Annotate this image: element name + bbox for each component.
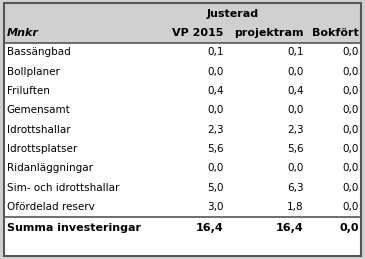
Text: 0,0: 0,0 [342,47,359,57]
Text: 0,4: 0,4 [207,86,223,96]
Text: 0,1: 0,1 [287,47,304,57]
Text: projektram: projektram [234,28,304,38]
Text: 0,0: 0,0 [342,105,359,116]
Text: Sim- och idrottshallar: Sim- och idrottshallar [7,183,119,193]
Text: 0,4: 0,4 [287,86,304,96]
Text: 0,0: 0,0 [342,67,359,77]
Text: 0,0: 0,0 [342,163,359,174]
Text: 0,0: 0,0 [342,144,359,154]
Text: 1,8: 1,8 [287,202,304,212]
Text: Mnkr: Mnkr [7,28,38,38]
Text: 0,0: 0,0 [342,202,359,212]
Text: 0,0: 0,0 [287,105,304,116]
Text: Summa investeringar: Summa investeringar [7,223,141,233]
Text: Bokfört: Bokfört [312,28,359,38]
Text: Justerad: Justerad [206,9,258,19]
Text: 16,4: 16,4 [196,223,223,233]
Text: 5,0: 5,0 [207,183,223,193]
Text: 5,6: 5,6 [207,144,223,154]
Text: 0,0: 0,0 [207,163,223,174]
Bar [4,3,361,43]
Text: Friluften: Friluften [7,86,49,96]
Text: 0,0: 0,0 [207,67,223,77]
Text: Ofördelad reserv: Ofördelad reserv [7,202,94,212]
Text: 0,0: 0,0 [342,183,359,193]
Text: Bassängbad: Bassängbad [7,47,70,57]
Text: Gemensamt: Gemensamt [7,105,70,116]
Text: 5,6: 5,6 [287,144,304,154]
Text: 0,0: 0,0 [342,86,359,96]
Text: Idrottshallar: Idrottshallar [7,125,70,135]
Text: 3,0: 3,0 [207,202,223,212]
Text: VP 2015: VP 2015 [172,28,223,38]
Text: 2,3: 2,3 [207,125,223,135]
Text: Ridanläggningar: Ridanläggningar [7,163,93,174]
Text: 0,0: 0,0 [207,105,223,116]
Text: 0,0: 0,0 [287,163,304,174]
Text: 0,0: 0,0 [342,125,359,135]
Text: Idrottsplatser: Idrottsplatser [7,144,77,154]
Text: 0,0: 0,0 [287,67,304,77]
Text: 0,0: 0,0 [339,223,359,233]
Text: Bollplaner: Bollplaner [7,67,59,77]
Text: 16,4: 16,4 [276,223,304,233]
Text: 0,1: 0,1 [207,47,223,57]
Text: 2,3: 2,3 [287,125,304,135]
Text: 6,3: 6,3 [287,183,304,193]
